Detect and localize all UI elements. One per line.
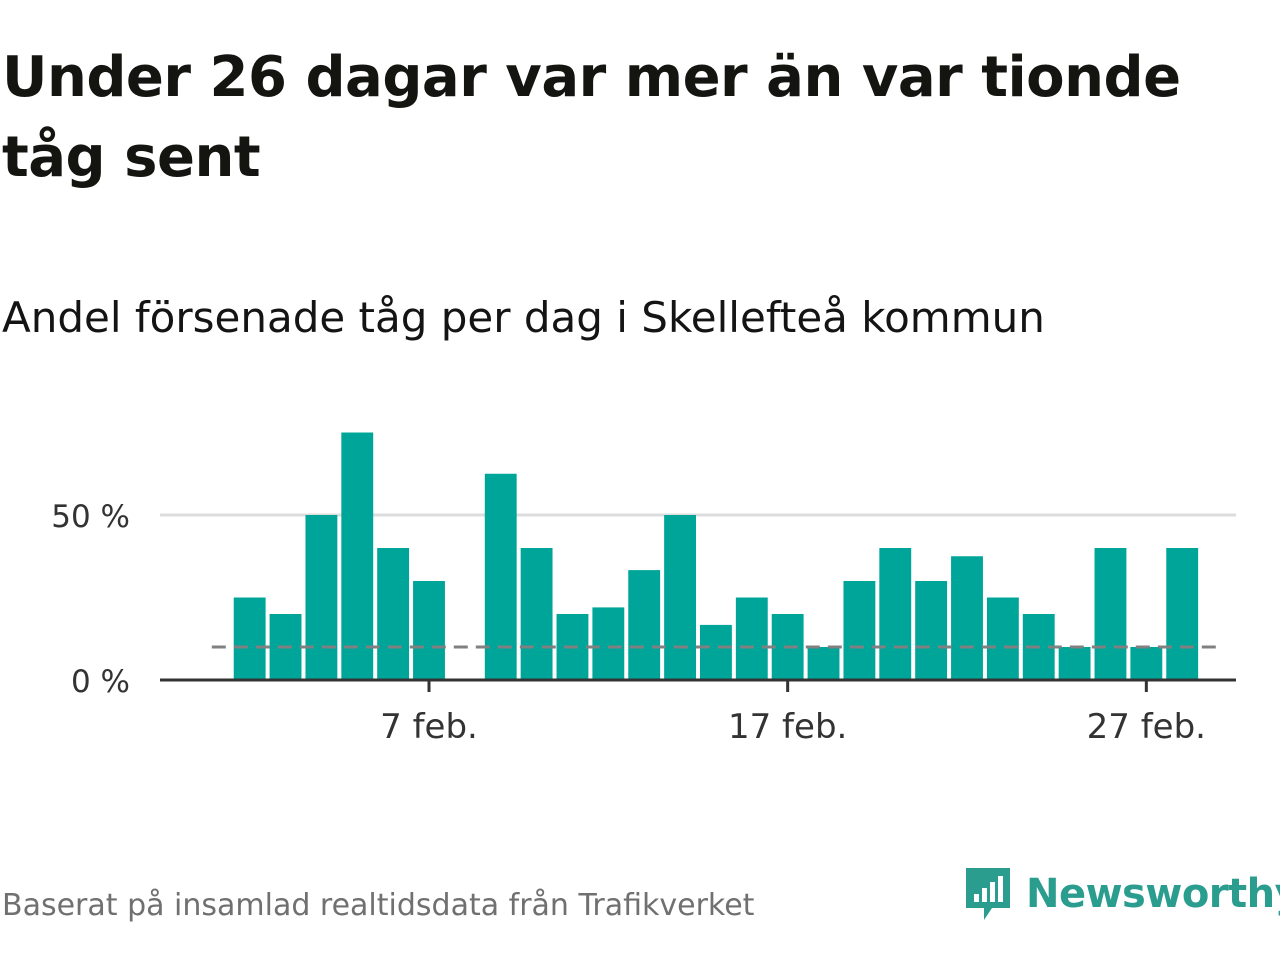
bar xyxy=(413,581,445,680)
bar xyxy=(879,548,912,680)
chart-subtitle: Andel försenade tåg per dag i Skellefteå… xyxy=(2,293,1045,342)
source-note: Baserat på insamlad realtidsdata från Tr… xyxy=(2,888,755,923)
bar xyxy=(915,581,948,680)
newsworthy-logo-icon xyxy=(966,868,1010,920)
bar xyxy=(484,473,517,680)
x-tick-label: 7 feb. xyxy=(380,707,478,747)
chart-title: Under 26 dagar var mer än var tionde tåg… xyxy=(2,45,1181,190)
bar xyxy=(1058,647,1091,680)
bar xyxy=(735,597,768,680)
x-tick-label: 27 feb. xyxy=(1087,707,1206,747)
y-tick-label: 50 % xyxy=(51,499,130,535)
bar xyxy=(986,597,1019,680)
brand-logo: Newsworthy xyxy=(962,862,1280,926)
bar xyxy=(341,432,374,680)
bars xyxy=(233,432,1199,680)
bar xyxy=(377,548,410,680)
bar xyxy=(628,570,661,680)
bar xyxy=(592,607,625,680)
bar xyxy=(843,581,876,680)
bar xyxy=(233,597,266,680)
bar xyxy=(1166,548,1199,680)
brand-name: Newsworthy xyxy=(1026,871,1280,917)
bar xyxy=(951,556,983,680)
axes: 0 % 50 % 7 feb. 17 feb. 27 feb. xyxy=(51,499,1236,747)
bar xyxy=(520,548,553,680)
y-tick-label: 0 % xyxy=(71,664,130,700)
bar xyxy=(664,515,696,680)
bar xyxy=(700,624,732,680)
bar xyxy=(1094,548,1127,680)
bar xyxy=(1130,647,1163,680)
bar-chart: 0 % 50 % 7 feb. 17 feb. 27 feb. xyxy=(51,432,1236,747)
x-tick-label: 17 feb. xyxy=(728,707,847,747)
bar xyxy=(807,647,840,680)
bar xyxy=(305,515,338,680)
